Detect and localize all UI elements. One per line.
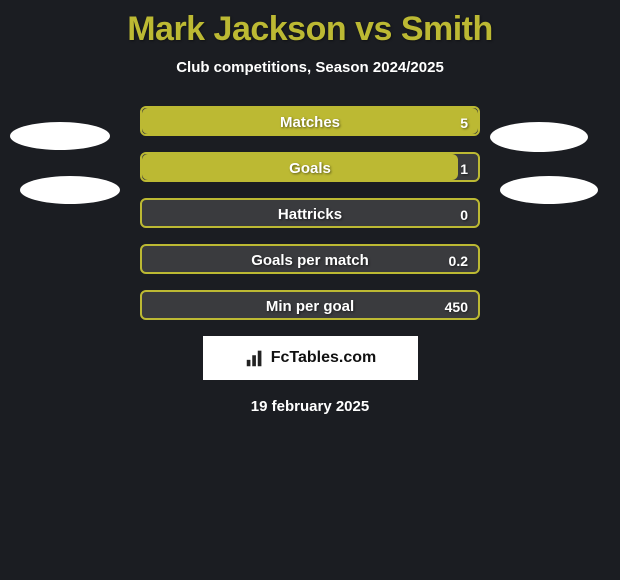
date-text: 19 february 2025: [0, 398, 620, 415]
stat-value: 450: [445, 292, 468, 318]
title: Mark Jackson vs Smith: [0, 0, 620, 49]
stat-value: 0.2: [449, 246, 468, 272]
stat-row: Min per goal 450: [140, 290, 480, 320]
subtitle: Club competitions, Season 2024/2025: [0, 59, 620, 76]
stat-row: Goals 1: [140, 152, 480, 182]
stat-label: Min per goal: [142, 292, 478, 318]
stat-row: Matches 5: [140, 106, 480, 136]
bar-chart-icon: [244, 347, 266, 369]
decor-ellipse: [490, 122, 588, 152]
decor-ellipse: [10, 122, 110, 150]
stat-value: 5: [460, 108, 468, 134]
stat-label: Goals per match: [142, 246, 478, 272]
stat-bar-fill: [142, 108, 478, 134]
stat-bar-fill: [142, 154, 458, 180]
stat-label: Hattricks: [142, 200, 478, 226]
stat-value: 0: [460, 200, 468, 226]
stat-row: Hattricks 0: [140, 198, 480, 228]
stat-row: Goals per match 0.2: [140, 244, 480, 274]
canvas: Mark Jackson vs Smith Club competitions,…: [0, 0, 620, 580]
brand-badge: FcTables.com: [203, 336, 418, 380]
decor-ellipse: [20, 176, 120, 204]
stat-rows: Matches 5 Goals 1 Hattricks 0 Goals per …: [140, 106, 480, 320]
decor-ellipse: [500, 176, 598, 204]
stat-value: 1: [460, 154, 468, 180]
brand-text: FcTables.com: [271, 349, 377, 367]
